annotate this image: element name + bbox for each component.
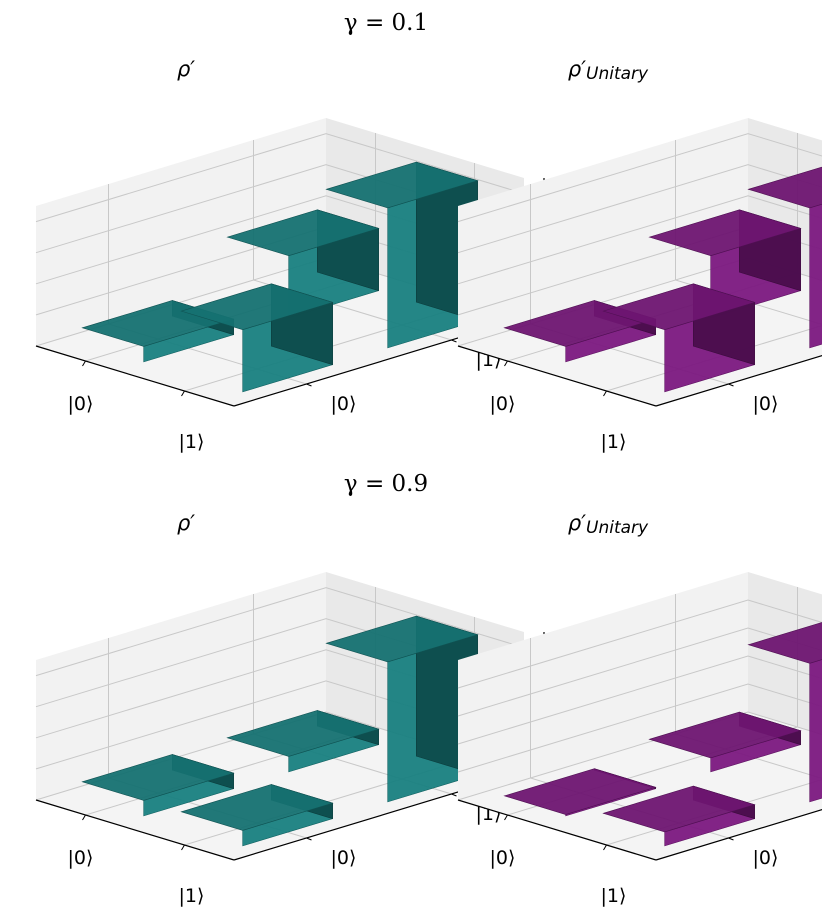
y-tick-label: |0⟩: [331, 847, 357, 869]
x-axis-line: [457, 345, 657, 407]
bar-1-0: [180, 784, 334, 847]
bar-top-face: [81, 754, 235, 801]
bar-0-1: [648, 711, 802, 773]
bar-top-face: [180, 283, 334, 331]
z-gridline: [457, 711, 822, 801]
bar-0-0: [81, 754, 235, 817]
z-gridline: [35, 133, 525, 223]
z-gridline: [457, 164, 822, 254]
y-tick-mark: [451, 793, 457, 797]
subplot-title-rho-prime-1: ρ′: [177, 57, 195, 81]
x-tick-mark: [181, 390, 185, 397]
bar-front-face: [809, 659, 822, 803]
x-tick-mark: [181, 844, 185, 851]
x-tick-label: |1⟩: [601, 885, 627, 907]
x-axis-line: [457, 799, 657, 861]
bar-top-face: [226, 209, 380, 257]
bar-1-1: [747, 622, 822, 803]
x-tick-label: |1⟩: [179, 885, 205, 907]
y-tick-mark: [306, 837, 312, 841]
bar-top-face: [503, 768, 657, 815]
bar3d-plot-rho-unitary-gamma-0-9: 0.00.20.40.60.8|0⟩|1⟩|0⟩|1⟩: [457, 572, 822, 907]
x-axis-line: [35, 799, 235, 861]
y-tick-mark: [728, 383, 734, 387]
bar-1-1: [747, 166, 822, 349]
bar3d-plot-rho-unitary-gamma-0-1: 0.00.20.40.60.8|0⟩|1⟩|0⟩|1⟩: [457, 118, 822, 453]
z-gridline: [457, 655, 822, 745]
x-tick-mark: [504, 814, 508, 821]
bar-top-face: [602, 785, 756, 833]
y-axis-line: [655, 809, 822, 861]
y-axis-line: [655, 355, 822, 407]
bar-top-face: [180, 784, 334, 831]
y-gridline: [675, 140, 822, 325]
x-tick-label: |0⟩: [68, 393, 94, 415]
x-axis-line: [35, 345, 235, 407]
bar-top-face: [602, 283, 756, 331]
x-tick-mark: [603, 844, 607, 851]
bar-1-0: [180, 283, 334, 393]
bar-front-face: [809, 203, 822, 349]
x-tick-label: |1⟩: [601, 431, 627, 453]
bar-top-face: [648, 209, 802, 257]
x-tick-mark: [603, 390, 607, 397]
bar-top-face: [747, 166, 822, 209]
z-gridline: [35, 587, 525, 677]
bar-top-face: [325, 615, 479, 663]
x-tick-label: |0⟩: [490, 847, 516, 869]
z-gridline: [457, 627, 822, 717]
bar-top-face: [226, 710, 380, 757]
y-tick-label: |0⟩: [753, 847, 779, 869]
z-gridline: [457, 195, 822, 285]
x-tick-mark: [82, 360, 86, 367]
bar-0-1: [648, 209, 802, 319]
bar-0-0: [503, 768, 657, 817]
y-tick-mark: [451, 339, 457, 343]
x-tick-label: |0⟩: [490, 393, 516, 415]
z-gridline: [457, 599, 822, 689]
y-tick-label: |0⟩: [331, 393, 357, 415]
x-tick-label: |0⟩: [68, 847, 94, 869]
x-tick-mark: [82, 814, 86, 821]
z-gridline: [457, 683, 822, 773]
z-gridline: [457, 133, 822, 223]
y-tick-mark: [728, 837, 734, 841]
subplot-title-rho-prime-2: ρ′: [177, 511, 195, 535]
subplot-title-rho-unitary-2: ρ′Unitary: [568, 511, 649, 538]
y-tick-mark: [306, 383, 312, 387]
x-tick-label: |1⟩: [179, 431, 205, 453]
bar-0-1: [226, 710, 380, 773]
row-title-gamma-0-1: γ = 0.1: [344, 10, 428, 36]
bar-top-face: [325, 161, 479, 209]
bar-1-0: [602, 785, 756, 847]
bar-top-face: [648, 711, 802, 759]
bar-1-0: [602, 283, 756, 393]
bar-top-face: [747, 622, 822, 664]
y-tick-label: |0⟩: [753, 393, 779, 415]
row-title-gamma-0-9: γ = 0.9: [344, 471, 428, 497]
x-tick-mark: [504, 360, 508, 367]
bar-0-1: [226, 209, 380, 319]
y-gridline: [253, 140, 452, 341]
subplot-title-rho-unitary-1: ρ′Unitary: [568, 57, 649, 84]
